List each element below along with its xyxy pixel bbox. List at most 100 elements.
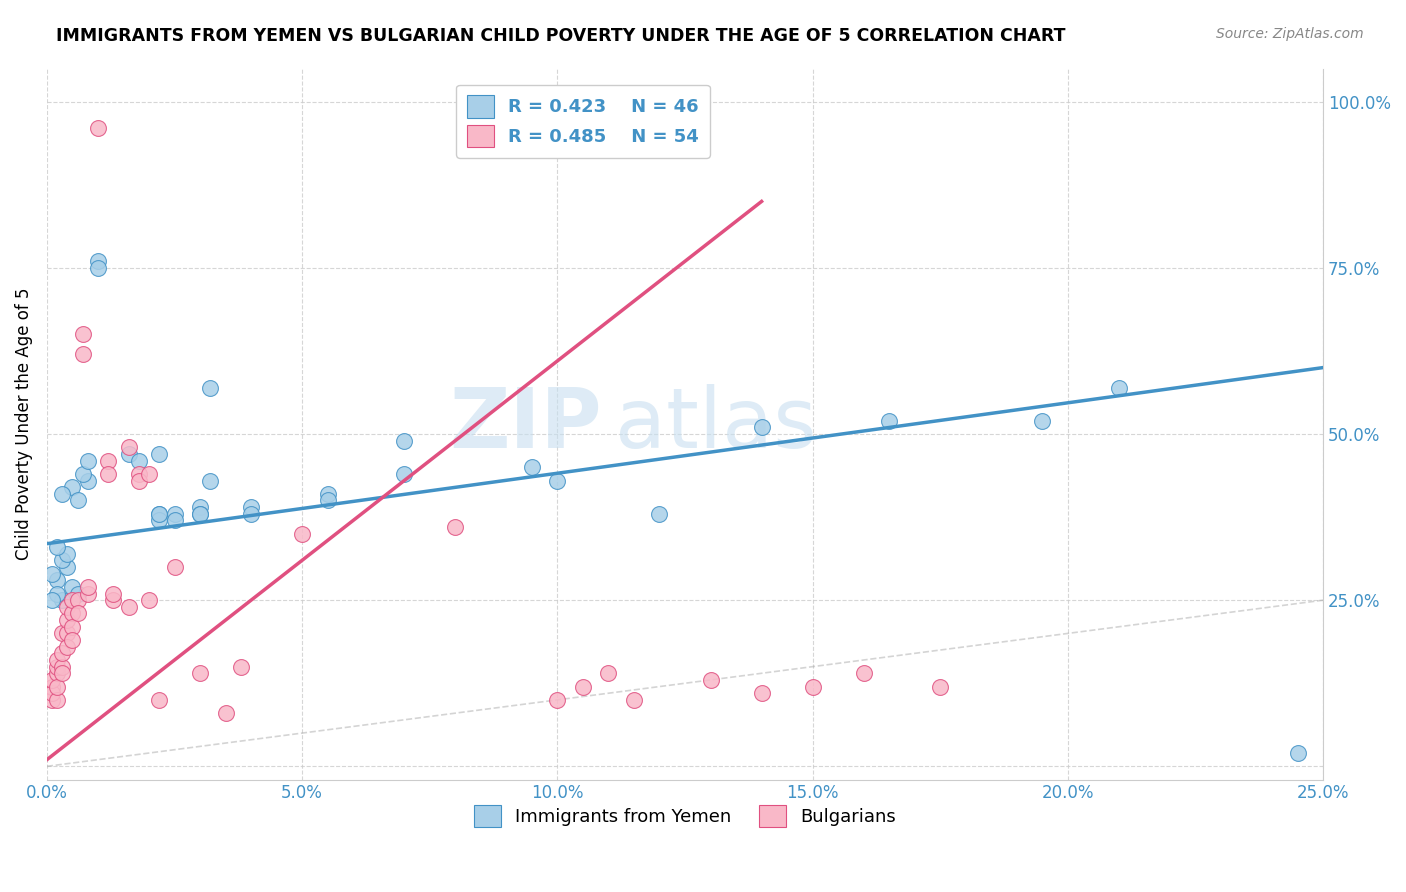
Point (214, 706, 236, 721)
Point (572, 680, 595, 694)
Point (56, 547, 79, 561)
Point (46, 653, 69, 667)
Point (148, 507, 170, 521)
Point (66, 493, 89, 508)
Point (546, 693, 568, 707)
Point (1108, 380, 1130, 394)
Point (51, 553, 73, 567)
Point (41, 693, 63, 707)
Point (291, 526, 314, 541)
Point (41, 686, 63, 700)
Legend: Immigrants from Yemen, Bulgarians: Immigrants from Yemen, Bulgarians (467, 798, 903, 835)
Point (103, 593, 125, 607)
Point (62, 580, 84, 594)
Point (877, 414, 900, 428)
Point (699, 673, 721, 687)
Point (188, 666, 211, 681)
Point (929, 680, 952, 694)
Point (51, 593, 73, 607)
Point (51, 659, 73, 673)
Point (117, 599, 139, 614)
Point (51, 487, 73, 501)
Point (76, 474, 98, 488)
Point (138, 593, 160, 607)
Point (117, 440, 139, 454)
Point (751, 420, 773, 434)
Point (72, 327, 94, 342)
Point (72, 347, 94, 361)
Text: ZIP: ZIP (450, 384, 602, 465)
Point (66, 586, 89, 600)
Y-axis label: Child Poverty Under the Age of 5: Child Poverty Under the Age of 5 (15, 288, 32, 560)
Point (62, 607, 84, 621)
Point (188, 507, 211, 521)
Point (394, 434, 416, 448)
Point (56, 626, 79, 640)
Point (46, 573, 69, 587)
Point (148, 507, 170, 521)
Point (41, 673, 63, 687)
Point (240, 500, 263, 515)
Point (546, 474, 568, 488)
Text: Source: ZipAtlas.com: Source: ZipAtlas.com (1216, 27, 1364, 41)
Point (316, 487, 339, 501)
Point (200, 380, 222, 394)
Point (62, 593, 84, 607)
Point (163, 560, 186, 574)
Text: IMMIGRANTS FROM YEMEN VS BULGARIAN CHILD POVERTY UNDER THE AGE OF 5 CORRELATION : IMMIGRANTS FROM YEMEN VS BULGARIAN CHILD… (56, 27, 1066, 45)
Point (148, 513, 170, 527)
Point (97, 453, 120, 467)
Point (1286, 746, 1309, 760)
Point (76, 453, 98, 467)
Point (46, 680, 69, 694)
Point (66, 593, 89, 607)
Point (41, 680, 63, 694)
Point (56, 640, 79, 654)
Point (648, 507, 671, 521)
Point (87, 254, 110, 268)
Point (103, 586, 125, 600)
Point (87, 121, 110, 136)
Point (128, 467, 150, 481)
Point (163, 513, 186, 527)
Point (188, 507, 211, 521)
Text: atlas: atlas (614, 384, 817, 465)
Point (200, 474, 222, 488)
Point (87, 260, 110, 275)
Point (46, 693, 69, 707)
Point (51, 666, 73, 681)
Point (41, 593, 63, 607)
Point (394, 467, 416, 481)
Point (598, 666, 620, 681)
Point (148, 447, 170, 461)
Point (163, 507, 186, 521)
Point (128, 474, 150, 488)
Point (316, 493, 339, 508)
Point (62, 633, 84, 648)
Point (801, 680, 824, 694)
Point (46, 666, 69, 681)
Point (76, 580, 98, 594)
Point (188, 500, 211, 515)
Point (72, 467, 94, 481)
Point (51, 646, 73, 660)
Point (62, 480, 84, 494)
Point (66, 607, 89, 621)
Point (56, 560, 79, 574)
Point (117, 447, 139, 461)
Point (97, 467, 120, 481)
Point (46, 586, 69, 600)
Point (62, 620, 84, 634)
Point (852, 666, 875, 681)
Point (51, 626, 73, 640)
Point (229, 659, 252, 673)
Point (138, 467, 160, 481)
Point (148, 693, 170, 707)
Point (46, 659, 69, 673)
Point (41, 566, 63, 581)
Point (444, 520, 467, 534)
Point (623, 693, 645, 707)
Point (751, 686, 773, 700)
Point (76, 586, 98, 600)
Point (56, 613, 79, 627)
